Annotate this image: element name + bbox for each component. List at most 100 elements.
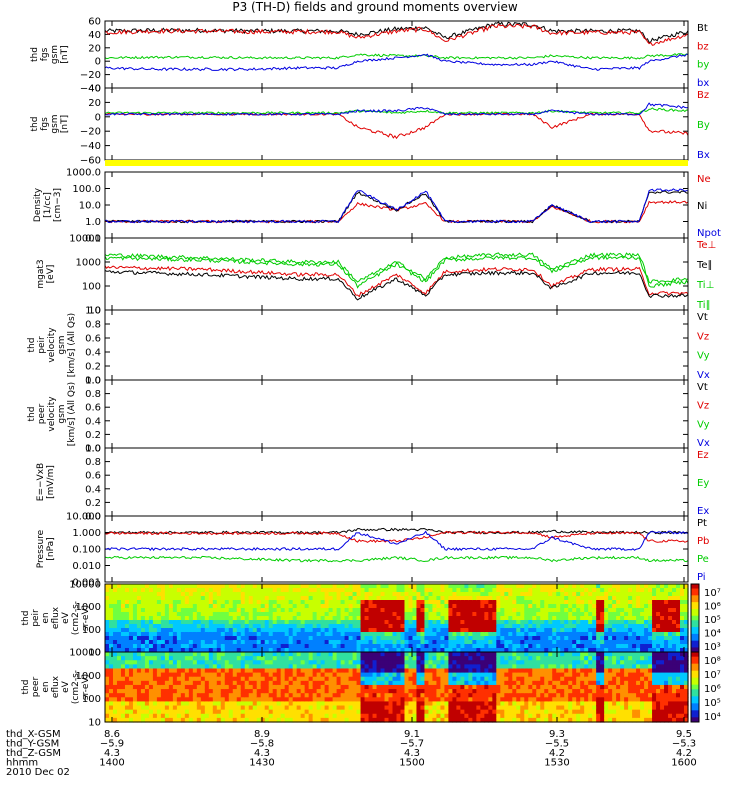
spectrogram-cell — [536, 636, 541, 641]
spectrogram-cell — [424, 612, 430, 617]
spectrogram-cell — [288, 624, 294, 629]
spectrogram-cell — [528, 660, 533, 665]
spectrogram-cell — [132, 604, 138, 609]
spectrogram-cell — [240, 604, 246, 609]
spectrogram-cell — [204, 584, 210, 589]
spectrogram-cell — [500, 680, 505, 686]
spectrogram-cell — [380, 705, 386, 711]
spectrogram-cell — [188, 693, 194, 698]
spectrogram-cell — [540, 701, 545, 707]
spectrogram-cell — [148, 709, 154, 715]
spectrogram-cell — [204, 620, 210, 625]
spectrogram-cell — [648, 608, 653, 613]
spectrogram-cell — [592, 592, 597, 597]
spectrogram-cell — [576, 616, 581, 621]
spectrogram-cell — [496, 636, 501, 641]
spectrogram-cell — [224, 705, 230, 711]
spectrogram-cell — [584, 648, 589, 653]
spectrogram-cell — [456, 672, 461, 678]
spectrogram-cell — [456, 664, 461, 670]
spectrogram-cell — [144, 689, 150, 694]
spectrogram-cell — [464, 596, 469, 601]
spectrogram-cell — [500, 717, 505, 723]
spectrogram-cell — [556, 632, 561, 637]
spectrogram-cell — [420, 632, 426, 637]
legend-entry: Pe — [697, 554, 709, 565]
spectrogram-cell — [384, 604, 390, 609]
spectrogram-cell — [584, 636, 589, 641]
spectrogram-cell — [216, 684, 222, 690]
spectrogram-cell — [140, 684, 146, 690]
spectrogram-cell — [192, 584, 198, 589]
spectrogram-cell — [512, 668, 517, 674]
spectrogram-cell — [480, 596, 485, 601]
spectrogram-cell — [404, 644, 410, 649]
spectrogram-cell — [328, 676, 334, 682]
spectrogram-cell — [204, 604, 210, 609]
spectrogram-cell — [400, 636, 406, 641]
spectrogram-cell — [488, 620, 493, 625]
spectrogram-cell — [124, 664, 130, 670]
spectrogram-cell — [188, 624, 194, 629]
spectrogram-cell — [680, 584, 685, 589]
spectrogram-cell — [620, 632, 625, 637]
spectrogram-cell — [272, 644, 278, 649]
spectrogram-cell — [128, 693, 134, 698]
spectrogram-cell — [548, 596, 553, 601]
spectrogram-cell — [148, 701, 154, 707]
spectrogram-cell — [160, 664, 166, 670]
spectrogram-cell — [332, 596, 338, 601]
spectrogram-cell — [416, 697, 422, 703]
spectrogram-cell — [348, 697, 354, 703]
spectrogram-cell — [508, 644, 513, 649]
spectrogram-cell — [444, 632, 450, 637]
spectrogram-cell — [360, 608, 366, 613]
spectrogram-cell — [344, 693, 350, 698]
spectrogram-cell — [456, 660, 461, 665]
spectrogram-cell — [312, 701, 318, 707]
spectrogram-cell — [212, 697, 218, 703]
spectrogram-cell — [532, 616, 537, 621]
spectrogram-cell — [408, 640, 414, 645]
spectrogram-cell — [484, 596, 489, 601]
spectrogram-cell — [164, 689, 170, 694]
spectrogram-cell — [572, 664, 577, 670]
spectrogram-cell — [136, 636, 142, 641]
spectrogram-cell — [240, 588, 246, 593]
spectrogram-cell — [516, 676, 521, 682]
spectrogram-cell — [312, 636, 318, 641]
spectrogram-cell — [212, 648, 218, 653]
spectrogram-cell — [376, 644, 382, 649]
spectrogram-cell — [224, 717, 230, 723]
spectrogram-cell — [584, 697, 589, 703]
spectrogram-cell — [352, 632, 358, 637]
spectrogram-cell — [116, 600, 122, 605]
spectrogram-cell — [268, 604, 274, 609]
spectrogram-cell — [492, 693, 497, 698]
spectrogram-cell — [396, 689, 402, 694]
spectrogram-cell — [144, 684, 150, 690]
spectrogram-cell — [488, 652, 493, 657]
spectrogram-cell — [312, 717, 318, 723]
spectrogram-cell — [544, 709, 549, 715]
spectrogram-cell — [188, 652, 194, 657]
colorbar-segment — [691, 590, 699, 594]
spectrogram-cell — [116, 705, 122, 711]
spectrogram-cell — [272, 648, 278, 653]
spectrogram-cell — [548, 624, 553, 629]
spectrogram-cell — [536, 640, 541, 645]
spectrogram-cell — [196, 600, 202, 605]
spectrogram-cell — [184, 680, 190, 686]
spectrogram-cell — [656, 632, 661, 637]
spectrogram-cell — [656, 624, 661, 629]
spectrogram-cell — [468, 680, 473, 686]
spectrogram-cell — [284, 628, 290, 633]
spectrogram-cell — [676, 632, 681, 637]
spectrogram-cell — [396, 640, 402, 645]
spectrogram-cell — [444, 596, 450, 601]
spectrogram-cell — [484, 684, 489, 690]
spectrogram-cell — [392, 713, 398, 719]
spectrogram-cell — [636, 584, 641, 589]
spectrogram-cell — [620, 648, 625, 653]
spectrogram-cell — [656, 640, 661, 645]
